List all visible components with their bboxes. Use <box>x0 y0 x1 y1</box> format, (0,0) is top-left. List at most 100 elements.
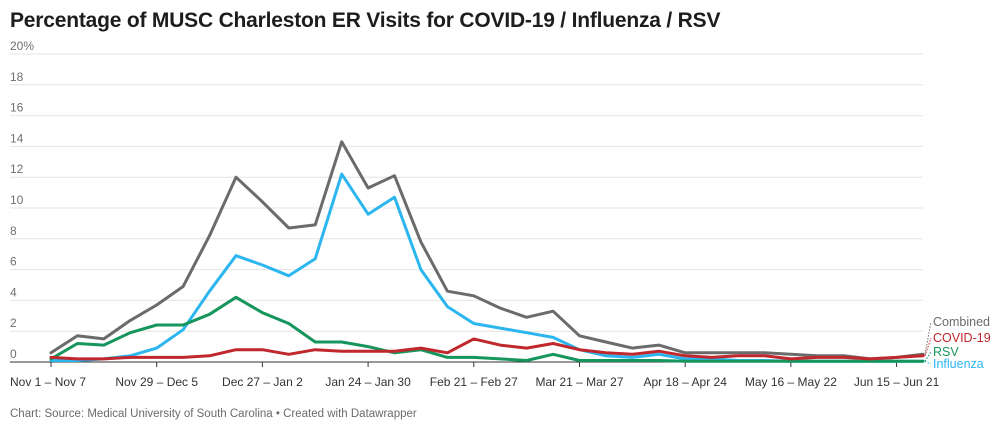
data-point-combined <box>261 201 263 203</box>
data-point-covid <box>790 358 792 360</box>
data-point-covid <box>103 358 105 360</box>
data-point-covid <box>658 350 660 352</box>
data-point-influenza <box>261 264 263 266</box>
data-point-rsv <box>605 359 607 361</box>
data-point-covid <box>763 355 765 357</box>
data-point-covid <box>367 350 369 352</box>
data-point-rsv <box>737 360 739 362</box>
legend-connector-rsv <box>924 351 932 362</box>
data-point-covid <box>208 355 210 357</box>
y-tick-label: 20% <box>10 39 34 53</box>
data-point-influenza <box>208 290 210 292</box>
data-point-combined <box>552 310 554 312</box>
data-point-covid <box>631 353 633 355</box>
x-tick-label: Apr 18 – Apr 24 <box>643 375 727 389</box>
data-point-covid <box>182 356 184 358</box>
data-point-covid <box>737 355 739 357</box>
data-point-combined <box>208 235 210 237</box>
data-point-influenza <box>446 305 448 307</box>
x-tick-label: Jan 24 – Jan 30 <box>325 375 411 389</box>
x-tick-label: Feb 21 – Feb 27 <box>430 375 518 389</box>
data-point-combined <box>605 341 607 343</box>
data-point-covid <box>578 348 580 350</box>
data-point-influenza <box>499 327 501 329</box>
data-point-covid <box>552 342 554 344</box>
data-point-influenza <box>314 258 316 260</box>
data-point-combined <box>340 141 342 143</box>
data-point-covid <box>155 356 157 358</box>
y-axis-ticks: 20% 18 16 14 12 10 8 6 4 2 0 <box>10 39 34 361</box>
data-point-covid <box>393 350 395 352</box>
data-point-rsv <box>895 360 897 362</box>
x-tick-label: Nov 1 – Nov 7 <box>10 375 86 389</box>
data-point-rsv <box>922 360 924 362</box>
data-point-combined <box>578 335 580 337</box>
data-point-combined <box>182 285 184 287</box>
data-point-covid <box>261 348 263 350</box>
legend-connector-covid <box>924 337 932 356</box>
series-line-rsv <box>49 295 925 363</box>
data-point-combined <box>76 335 78 337</box>
data-point-covid <box>473 338 475 340</box>
data-point-rsv <box>340 341 342 343</box>
data-point-rsv <box>446 356 448 358</box>
x-tick-label: Jun 15 – Jun 21 <box>854 375 940 389</box>
data-point-combined <box>710 352 712 354</box>
data-point-influenza <box>605 355 607 357</box>
data-point-influenza <box>473 322 475 324</box>
data-point-rsv <box>288 322 290 324</box>
legend-connector-combined <box>924 321 932 355</box>
data-point-influenza <box>552 336 554 338</box>
gridlines <box>10 53 923 363</box>
data-point-covid <box>922 355 924 357</box>
data-point-rsv <box>103 344 105 346</box>
series-line-combined <box>49 140 925 361</box>
data-point-rsv <box>578 359 580 361</box>
data-point-combined <box>155 304 157 306</box>
data-point-rsv <box>816 360 818 362</box>
data-point-covid <box>684 355 686 357</box>
x-tick-label: Mar 21 – Mar 27 <box>535 375 623 389</box>
y-tick-label: 4 <box>10 285 17 299</box>
data-point-covid <box>288 353 290 355</box>
data-point-combined <box>684 352 686 354</box>
data-point-influenza <box>288 275 290 277</box>
data-point-rsv <box>182 324 184 326</box>
legend-label-influenza: Influenza <box>933 357 984 371</box>
legend-label-covid: COVID-19 <box>933 331 991 345</box>
data-point-covid <box>525 347 527 349</box>
data-point-covid <box>869 358 871 360</box>
legend-label-rsv: RSV <box>933 345 959 359</box>
legend-connector-influenza <box>924 360 932 365</box>
data-point-combined <box>737 352 739 354</box>
data-point-covid <box>499 344 501 346</box>
data-point-influenza <box>658 353 660 355</box>
series-lines <box>49 140 925 363</box>
y-tick-label: 18 <box>10 70 24 84</box>
data-point-influenza <box>235 255 237 257</box>
data-point-combined <box>420 241 422 243</box>
data-point-combined <box>50 352 52 354</box>
data-point-rsv <box>155 324 157 326</box>
data-point-combined <box>288 227 290 229</box>
data-point-influenza <box>631 356 633 358</box>
data-point-combined <box>790 353 792 355</box>
data-point-combined <box>631 347 633 349</box>
y-tick-label: 12 <box>10 162 24 176</box>
data-point-rsv <box>684 360 686 362</box>
data-point-combined <box>103 338 105 340</box>
data-point-rsv <box>658 359 660 361</box>
data-point-combined <box>499 307 501 309</box>
data-point-covid <box>314 348 316 350</box>
data-point-covid <box>605 352 607 354</box>
source-footer: Chart: Source: Medical University of Sou… <box>10 408 417 420</box>
data-point-rsv <box>208 313 210 315</box>
data-point-covid <box>50 356 52 358</box>
data-point-combined <box>473 295 475 297</box>
data-point-combined <box>763 352 765 354</box>
y-tick-label: 16 <box>10 101 24 115</box>
y-tick-label: 10 <box>10 193 24 207</box>
data-point-combined <box>658 344 660 346</box>
data-point-combined <box>235 176 237 178</box>
